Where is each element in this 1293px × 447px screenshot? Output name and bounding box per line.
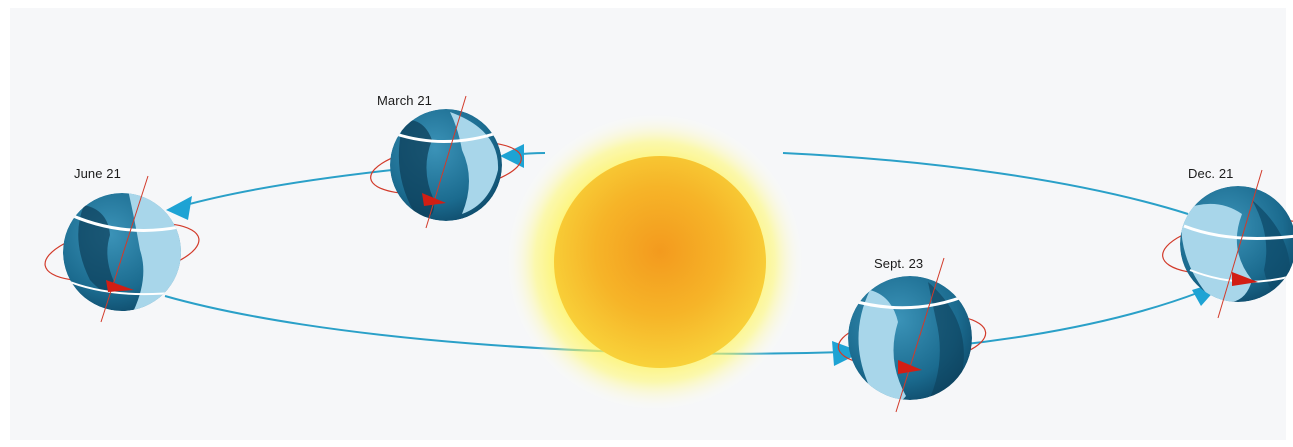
orbit-path <box>164 152 1201 355</box>
label-sept-23: Sept. 23 <box>874 256 924 271</box>
earth-dec <box>1162 169 1293 319</box>
earth-sept <box>837 257 987 413</box>
orbit-arrow-sept <box>832 341 862 366</box>
orbit-arrow-march <box>500 144 524 168</box>
sun <box>505 112 805 412</box>
label-june-21: June 21 <box>74 166 121 181</box>
earth-june <box>44 175 200 323</box>
earth-march <box>370 95 522 229</box>
label-march-21: March 21 <box>377 93 432 108</box>
orbit-arrow-june <box>166 196 192 220</box>
label-dec-21: Dec. 21 <box>1188 166 1234 181</box>
